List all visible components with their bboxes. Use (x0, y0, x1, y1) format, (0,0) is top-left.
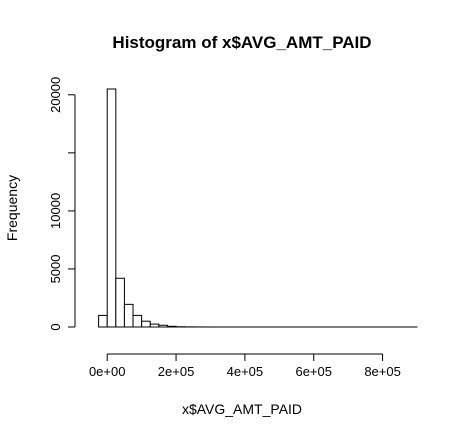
histogram-bar-6 (141, 320, 151, 328)
y-tick-label-0: 0 (48, 323, 63, 330)
histogram-bar-5 (132, 314, 143, 328)
x-tick-label-0: 0e+00 (89, 364, 126, 379)
histogram-bar-7 (149, 323, 160, 328)
x-axis-label: x$AVG_AMT_PAID (182, 401, 302, 417)
histogram-bar-8 (158, 324, 168, 328)
x-tick-label-2: 4e+05 (227, 364, 264, 379)
y-axis: 0 5000 10000 20000 (48, 77, 76, 331)
x-axis: 0e+00 2e+05 4e+05 6e+05 8e+05 (89, 353, 401, 379)
x-tick-label-1: 2e+05 (158, 364, 195, 379)
x-tick-label-4: 8e+05 (364, 364, 401, 379)
histogram-bar-2 (106, 88, 117, 328)
y-tick-label-1: 5000 (48, 254, 63, 283)
histogram-bar-9 (166, 325, 177, 328)
y-tick-label-3: 20000 (48, 77, 63, 113)
histogram-bar-3 (115, 277, 125, 328)
y-axis-label: Frequency (4, 175, 20, 241)
histogram-bars (98, 88, 418, 328)
histogram-bar-4 (123, 303, 134, 328)
histogram-bar-1 (98, 314, 108, 328)
x-tick-label-3: 6e+05 (295, 364, 332, 379)
y-tick-label-2: 10000 (48, 193, 63, 229)
chart-title: Histogram of x$AVG_AMT_PAID (112, 33, 371, 52)
